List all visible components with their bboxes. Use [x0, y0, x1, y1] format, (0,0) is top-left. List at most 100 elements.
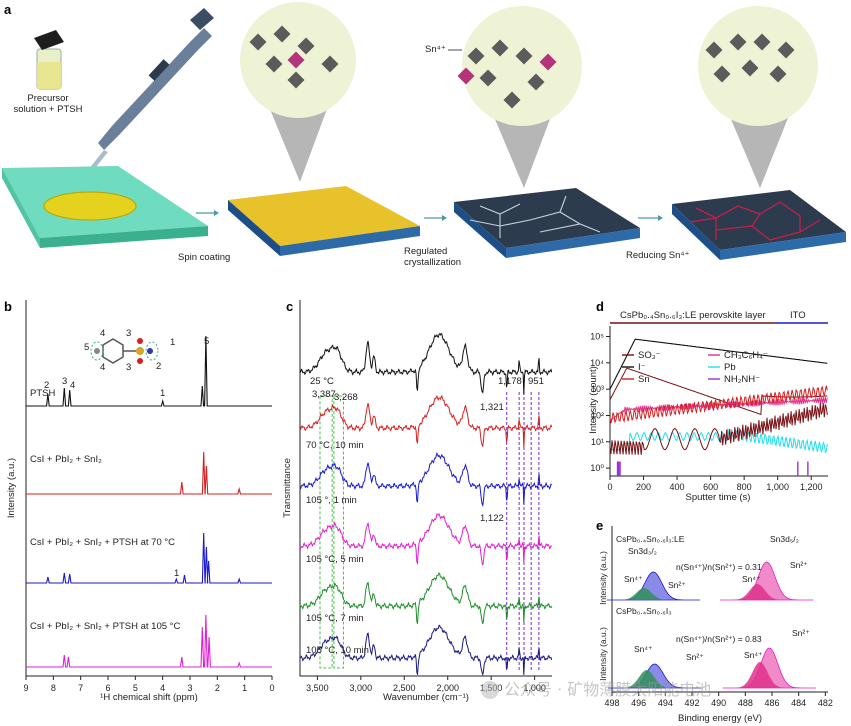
panel-d: d CsPb₀.₄Sn₀.₆I₃:LE perovskite layer ITO… — [588, 299, 828, 503]
d-curve — [609, 428, 828, 454]
panel-a: a Precursor solution + PTSH Spin coating — [2, 2, 846, 268]
d-xtick: 600 — [703, 482, 718, 492]
panel-c-curve-labels: 25 °C 70 °C, 10 min 105 °, 1 min 105 °C, 5 … — [306, 376, 369, 656]
d-curve — [609, 385, 828, 424]
panel-d-curves — [609, 338, 828, 476]
d-legend-label: Pb — [724, 362, 736, 373]
d-xtick: 400 — [670, 482, 685, 492]
panel-b-spectra — [26, 335, 272, 668]
step-regulated-1: Regulated — [404, 246, 447, 257]
panel-d-label: d — [596, 299, 604, 314]
panel-b-axes — [25, 300, 272, 677]
panel-a-label: a — [4, 2, 12, 17]
substrate-3 — [454, 188, 640, 258]
e-peak-sn4-bot — [600, 670, 694, 688]
panel-b-xlabel: ¹H chemical shift (ppm) — [100, 692, 198, 703]
e-xtick: 494 — [658, 698, 673, 708]
d-legend-label: NH₂NH⁻ — [724, 374, 760, 385]
step-spin-coating: Spin coating — [178, 252, 230, 263]
c-annotation: 951 — [528, 376, 544, 387]
b-xtick: 8 — [51, 683, 56, 693]
e-xtick: 486 — [764, 698, 779, 708]
c-annotation: 1,321 — [480, 402, 504, 413]
b-xtick: 4 — [160, 683, 165, 693]
c-curve-label: 105 °C, 7 min — [306, 613, 364, 624]
c-guide-box — [333, 395, 344, 669]
d-xtick: 1,200 — [800, 482, 823, 492]
c-curve-label: 105 °, 1 min — [306, 495, 357, 506]
panel-e-ylabel-top: Intensity (a.u.) — [598, 551, 608, 605]
e-sn4-top-right: Sn⁴⁺ — [742, 574, 761, 584]
step-reducing: Reducing Sn⁴⁺ — [626, 250, 690, 261]
d-ytick: 10⁴ — [590, 358, 604, 368]
d-legend-label: I⁻ — [638, 362, 646, 373]
e-xtick: 498 — [604, 698, 619, 708]
panel-e-xlabel: Binding energy (eV) — [678, 713, 762, 724]
panel-b-label: b — [4, 299, 12, 314]
b-xtick: 5 — [133, 683, 138, 693]
c-annotation: 1,122 — [480, 513, 504, 524]
precursor-label-line2: solution + PTSH — [14, 104, 83, 115]
zoom-circle-3 — [457, 6, 582, 188]
c-annotation: 1,178 — [498, 376, 522, 387]
e-sn2-top-left: Sn²⁺ — [668, 580, 686, 590]
e-sn2-top-right: Sn²⁺ — [790, 560, 808, 570]
panel-d-xlabel: Sputter time (s) — [686, 492, 751, 503]
c-curve — [299, 394, 553, 448]
e-peak-sn4-bot-r — [713, 662, 807, 688]
molecule-label: 4 — [100, 362, 105, 373]
watermark: 公众号 · 矿物薄膜太阳能电池 — [481, 680, 711, 699]
c-curve-label: 25 °C — [310, 376, 334, 387]
c-curve — [299, 333, 553, 395]
c-xtick: 3,000 — [350, 683, 373, 693]
precursor-label-line1: Precursor — [27, 93, 68, 104]
panel-d-ticks: 0 200 400 600 800 1,000 1,200 10⁰ 10¹ 10² 10³ 10⁴ 10… — [590, 332, 822, 492]
panel-b: b Intensity (a.u.) ¹H chemical shift (pp… — [4, 299, 275, 703]
panel-e: e Intensity (a.u.) Intensity (a.u.) Bind… — [596, 518, 833, 724]
molecule-labels: 54 3 1 2 4 3 — [84, 328, 175, 373]
e-sn3d52: Sn3d₅/₂ — [770, 534, 799, 544]
b-peak-label: 4 — [70, 380, 75, 391]
molecule-label: 2 — [156, 361, 161, 372]
b-spectrum — [26, 532, 272, 584]
step-regulated-2: crystallization — [404, 257, 461, 268]
d-xtick: 800 — [737, 482, 752, 492]
precursor-bottle — [34, 30, 64, 90]
d-legend-label: Sn — [638, 374, 650, 385]
c-curve-label: 70 °C, 10 min — [306, 440, 364, 451]
c-xtick: 1,000 — [523, 683, 546, 693]
substrate-4 — [672, 190, 846, 260]
b-spectrum-label: CsI + PbI₂ + SnI₂ + PTSH at 70 °C — [30, 537, 175, 548]
b-spectrum — [26, 614, 272, 668]
b-spectrum — [26, 335, 272, 407]
d-xtick: 1,000 — [766, 482, 789, 492]
d-xtick: 200 — [636, 482, 651, 492]
pipette — [85, 8, 214, 179]
e-peak-sn4-top-r — [710, 584, 804, 600]
b-xtick: 0 — [269, 683, 274, 693]
e-xtick: 488 — [738, 698, 753, 708]
panel-e-peaks — [597, 561, 816, 689]
molecule-label: 3 — [126, 362, 131, 373]
e-ratio-top: n(Sn⁴⁺)/n(Sn²⁺) = 0.31 — [676, 562, 762, 572]
panel-b-spectrum-labels: PTSH CsI + PbI₂ + SnI₂ CsI + PbI₂ + SnI₂ +… — [30, 336, 209, 632]
b-xtick: 9 — [23, 683, 28, 693]
c-curve — [299, 624, 553, 677]
b-spectrum — [26, 451, 272, 495]
c-curve-label: 105 °C, 5 min — [306, 554, 364, 565]
substrate-2 — [228, 186, 420, 256]
panel-c-axes — [299, 300, 552, 677]
panel-b-xticks: 9 8 7 6 5 4 3 2 1 0 — [23, 676, 275, 693]
c-curve — [299, 571, 553, 625]
molecule-label: 4 — [100, 328, 105, 339]
panel-b-ylabel: Intensity (a.u.) — [6, 458, 17, 518]
b-xtick: 7 — [78, 683, 83, 693]
zoom-circle-2 — [240, 2, 356, 182]
e-xtick: 490 — [711, 698, 726, 708]
e-sn4-bottom-right: Sn⁴⁺ — [744, 650, 763, 660]
d-ytick: 10¹ — [591, 437, 604, 447]
b-spectrum-label: CsI + PbI₂ + SnI₂ + PTSH at 105 °C — [30, 621, 180, 632]
panel-c-ylabel: Transmittance — [282, 458, 293, 518]
